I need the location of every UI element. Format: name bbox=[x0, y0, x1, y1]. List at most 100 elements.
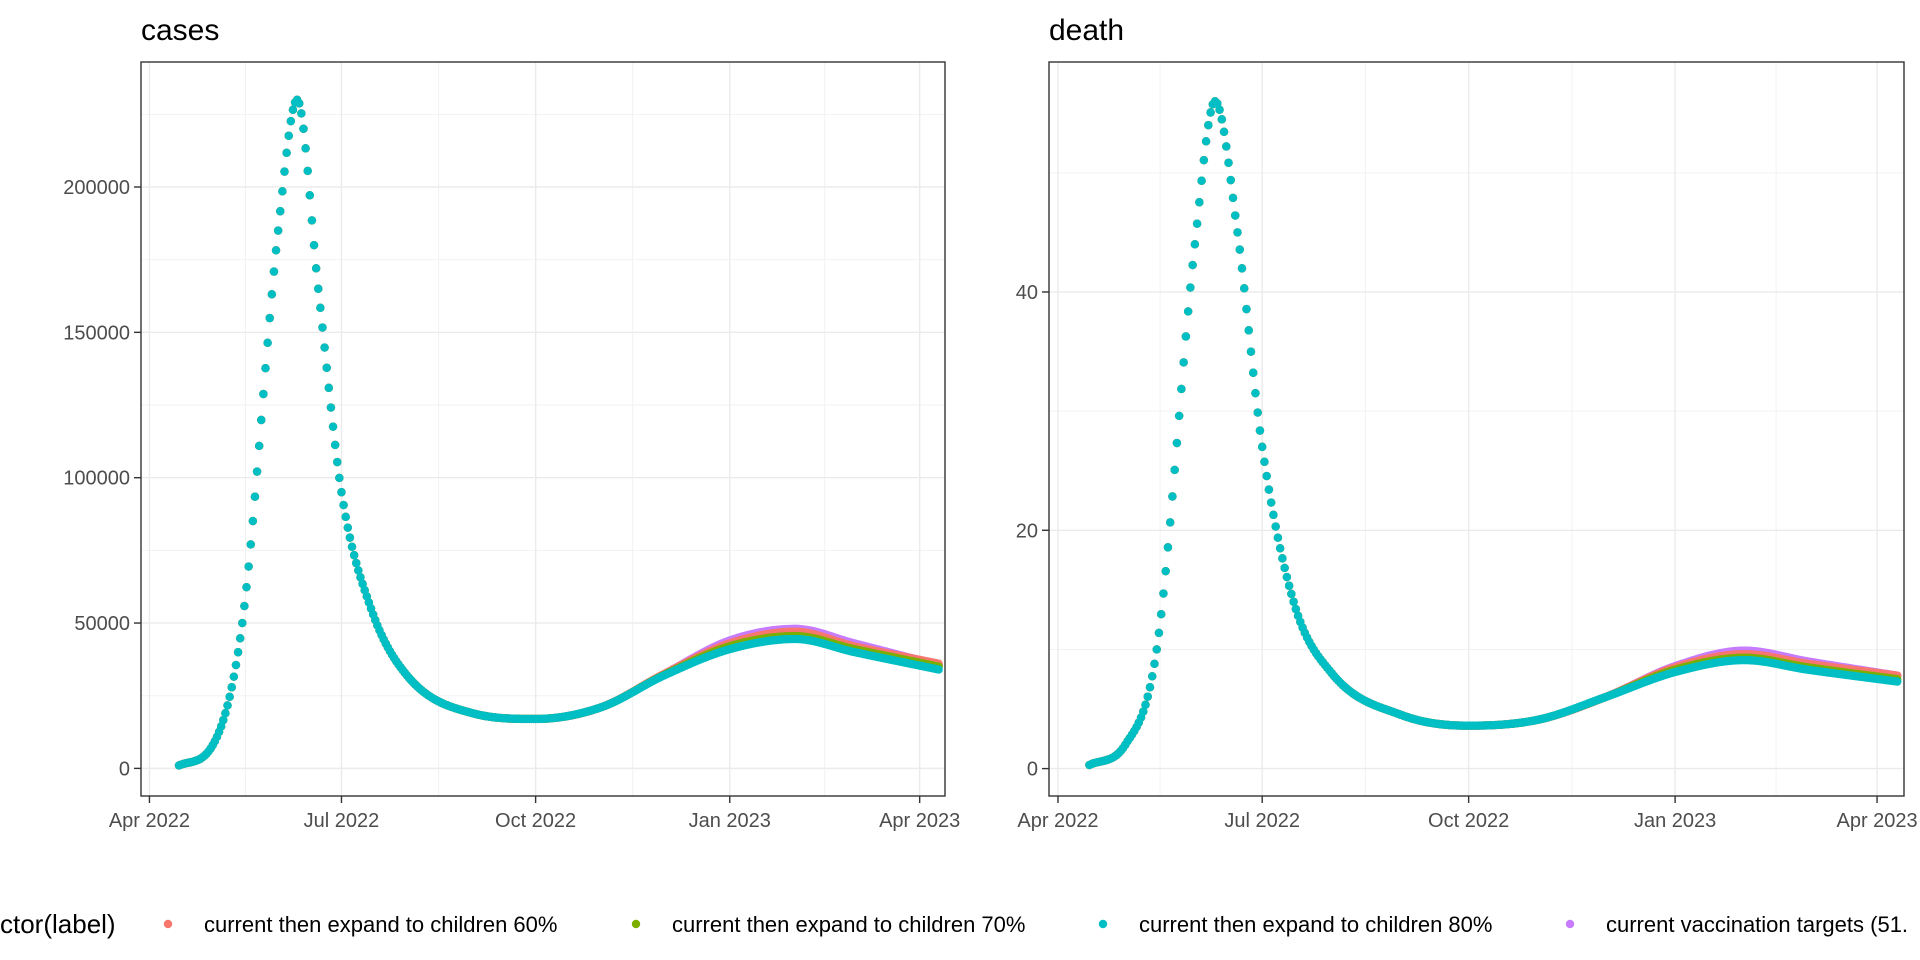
cases-panel: cases Apr 2022 Jul 2022 Oct 2022 Jan 2023 Ap… bbox=[63, 14, 960, 832]
cases-data-point bbox=[221, 708, 230, 718]
cases-data-point bbox=[231, 660, 241, 670]
cases-data-point bbox=[261, 364, 270, 373]
cases-panel-title: cases bbox=[141, 14, 219, 47]
cases-data-point bbox=[328, 422, 338, 431]
death-data-point bbox=[1148, 672, 1157, 681]
death-data-point bbox=[1199, 155, 1209, 165]
death-data-point bbox=[1183, 307, 1193, 316]
cases-data-point bbox=[352, 558, 361, 568]
legend-title: ctor(label) bbox=[0, 909, 116, 939]
cases-data-points bbox=[174, 95, 943, 770]
legend-entries: current then expand to children 60% curre… bbox=[163, 912, 1908, 937]
death-data-point bbox=[1143, 692, 1152, 701]
death-data-point bbox=[1139, 707, 1148, 716]
cases-data-point bbox=[303, 166, 312, 176]
death-y-tick-label: 20 bbox=[1016, 520, 1038, 542]
death-panel: death Apr 2022 Jul 2022 Oct 2022 Jan 2023 Ap… bbox=[1016, 14, 1918, 832]
cases-data-point bbox=[358, 579, 367, 589]
cases-series-3 bbox=[174, 95, 943, 770]
legend-key-3 bbox=[1098, 919, 1108, 929]
cases-data-point bbox=[314, 284, 323, 293]
death-data-point bbox=[1280, 563, 1289, 573]
death-data-point bbox=[1204, 120, 1213, 130]
cases-data-point bbox=[265, 313, 274, 323]
death-data-point bbox=[1197, 176, 1206, 185]
cases-data-point bbox=[246, 540, 255, 549]
legend-key-1 bbox=[163, 919, 173, 929]
cases-y-tick-label: 100000 bbox=[63, 468, 130, 490]
cases-data-point bbox=[343, 523, 353, 532]
death-data-point bbox=[1269, 510, 1278, 520]
cases-data-point bbox=[254, 441, 264, 451]
death-data-point bbox=[1154, 628, 1164, 638]
cases-data-point bbox=[282, 148, 291, 158]
death-data-point bbox=[1242, 304, 1251, 314]
cases-data-point bbox=[345, 533, 355, 542]
death-data-point bbox=[1266, 498, 1276, 507]
cases-x-tick-label: Jan 2023 bbox=[689, 810, 771, 832]
death-x-tick-label: Jan 2023 bbox=[1634, 810, 1716, 832]
death-data-point bbox=[1264, 485, 1274, 494]
cases-series-1 bbox=[174, 95, 943, 770]
cases-data-point bbox=[311, 264, 321, 273]
cases-data-point bbox=[934, 665, 943, 674]
cases-data-point bbox=[318, 323, 327, 332]
cases-data-point bbox=[259, 389, 268, 399]
cases-data-point bbox=[238, 618, 247, 628]
death-data-point bbox=[1174, 411, 1184, 421]
cases-data-point bbox=[307, 216, 317, 225]
death-data-point bbox=[1893, 677, 1902, 686]
death-data-point bbox=[1179, 358, 1188, 367]
death-data-point bbox=[1150, 659, 1159, 668]
death-data-point bbox=[1240, 284, 1249, 293]
legend-key-4 bbox=[1565, 919, 1575, 929]
cases-data-point bbox=[284, 131, 293, 140]
legend-label-1: current then expand to children 60% bbox=[204, 912, 557, 937]
death-data-point bbox=[1192, 219, 1202, 228]
cases-axes: Apr 2022 Jul 2022 Oct 2022 Jan 2023 Apr 2023… bbox=[63, 177, 960, 832]
death-data-point bbox=[1255, 426, 1265, 435]
legend-key-2 bbox=[631, 919, 641, 929]
legend: ctor(label) current then expand to child… bbox=[0, 909, 1908, 939]
cases-data-point bbox=[257, 415, 266, 425]
cases-x-tick-label: Oct 2022 bbox=[495, 810, 576, 832]
cases-data-point bbox=[339, 500, 348, 510]
death-data-point bbox=[1251, 388, 1260, 398]
cases-series-2 bbox=[174, 95, 943, 770]
cases-x-tick-label: Apr 2022 bbox=[109, 810, 190, 832]
cases-data-point bbox=[288, 105, 298, 114]
cases-x-tick-label: Jul 2022 bbox=[304, 810, 380, 832]
cases-data-point bbox=[235, 634, 245, 643]
cases-y-tick-label: 150000 bbox=[63, 322, 130, 344]
cases-data-point bbox=[276, 207, 285, 216]
death-data-point bbox=[1291, 604, 1301, 614]
death-data-point bbox=[1260, 457, 1269, 467]
death-panel-border bbox=[1048, 61, 1905, 797]
death-data-point bbox=[1246, 347, 1256, 356]
death-data-point bbox=[1163, 543, 1173, 552]
death-data-point bbox=[1224, 158, 1233, 167]
death-x-tick-label: Apr 2023 bbox=[1836, 810, 1917, 832]
death-data-point bbox=[1168, 492, 1177, 501]
cases-data-point bbox=[330, 440, 340, 450]
death-data-point bbox=[1271, 522, 1280, 531]
cases-data-point bbox=[297, 109, 306, 118]
cases-data-point bbox=[301, 144, 310, 153]
cases-data-point bbox=[229, 672, 239, 681]
cases-data-point bbox=[227, 683, 236, 692]
death-data-point bbox=[1278, 554, 1287, 563]
cases-data-point bbox=[263, 338, 272, 348]
cases-data-point bbox=[299, 124, 308, 134]
cases-data-point bbox=[248, 516, 258, 526]
death-data-point bbox=[1222, 142, 1231, 151]
death-data-point bbox=[1282, 572, 1292, 582]
death-data-point bbox=[1165, 518, 1175, 527]
cases-data-point bbox=[295, 99, 304, 108]
cases-data-point bbox=[305, 191, 315, 200]
cases-data-point bbox=[286, 116, 296, 126]
death-data-point bbox=[1249, 368, 1258, 377]
cases-data-point bbox=[223, 701, 232, 710]
cases-data-point bbox=[219, 715, 228, 725]
death-data-point bbox=[1157, 610, 1166, 619]
